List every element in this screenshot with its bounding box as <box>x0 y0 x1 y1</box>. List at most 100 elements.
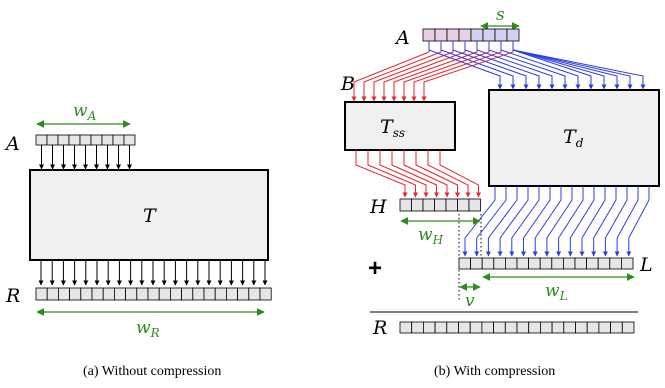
input-cell <box>494 28 508 42</box>
result-label: R <box>372 317 387 339</box>
output-cell <box>102 287 115 301</box>
low-width-label: wL <box>545 281 568 303</box>
output-cell <box>80 287 93 301</box>
input-cell <box>434 28 448 42</box>
result-cell <box>575 321 588 334</box>
dense-output-arrow <box>579 186 606 257</box>
output-cell <box>125 287 138 301</box>
low-cell <box>516 257 530 270</box>
offset-label: v <box>465 291 475 311</box>
dense-output-arrow <box>509 186 540 257</box>
output-cell <box>259 287 272 301</box>
left-transform-block <box>29 169 269 261</box>
input-cell <box>458 28 472 42</box>
high-cell <box>399 198 412 212</box>
left-output-label: R <box>5 285 20 307</box>
output-cell <box>136 287 149 301</box>
input-cell <box>506 28 520 42</box>
low-cell <box>621 257 634 270</box>
dense-output-arrow <box>626 186 650 257</box>
sparse-output-arrow <box>439 150 481 198</box>
shift-dimension: s <box>480 5 520 30</box>
sparse-output-arrow <box>367 150 418 198</box>
output-cell <box>225 287 238 301</box>
sparse-output-arrow <box>379 150 429 198</box>
right-input-register <box>422 28 520 42</box>
panel-without-compression: wA A T R wR (a) Without compression <box>4 101 272 379</box>
output-cell <box>192 287 205 301</box>
output-cell <box>91 287 104 301</box>
dense-input-arrow <box>512 41 646 90</box>
branch-label: B <box>340 73 355 95</box>
low-cell <box>609 257 622 270</box>
input-cell <box>446 28 460 42</box>
result-cell <box>528 321 541 334</box>
shift-label: s <box>496 5 505 25</box>
result-cell <box>540 321 553 334</box>
result-cell <box>481 321 494 334</box>
low-cell <box>563 257 576 270</box>
input-cell <box>46 134 59 146</box>
high-cell <box>445 198 458 212</box>
high-cell <box>468 198 481 212</box>
input-cell <box>470 28 484 42</box>
left-input-arrows <box>39 145 132 170</box>
low-cell <box>458 257 472 270</box>
output-cell <box>203 287 216 301</box>
high-cell <box>457 198 470 212</box>
output-cell <box>58 287 71 301</box>
dense-transform-block <box>488 89 660 187</box>
low-cell <box>551 257 564 270</box>
sparse-block-label: Tss <box>380 116 405 140</box>
dense-input-arrow <box>476 41 555 90</box>
result-cell <box>504 321 518 334</box>
output-cell <box>237 287 250 301</box>
dense-output-arrow <box>521 186 551 257</box>
dense-output-arrow <box>485 186 518 257</box>
result-cell <box>563 321 576 334</box>
low-cell <box>493 257 506 270</box>
result-cell <box>621 321 635 334</box>
dense-input-arrow <box>452 41 529 90</box>
low-cell <box>574 257 588 270</box>
high-cell <box>411 198 424 212</box>
result-cell <box>598 321 612 334</box>
result-cell <box>516 321 530 334</box>
sparse-transform-block <box>344 101 456 151</box>
low-cell <box>504 257 518 270</box>
input-cell <box>112 134 125 146</box>
right-caption: (b) With compression <box>434 364 555 379</box>
high-cell <box>434 198 447 212</box>
result-cell <box>399 321 413 334</box>
sparse-output-arrow <box>355 150 408 198</box>
input-cell <box>57 134 70 146</box>
high-cell <box>422 198 435 212</box>
dense-input-arrow <box>428 41 503 90</box>
result-cell <box>411 321 424 334</box>
left-width-a-dimension: wA <box>36 101 131 128</box>
right-input-label: A <box>394 27 410 49</box>
output-cell <box>214 287 227 301</box>
sparse-output-arrow <box>427 150 471 198</box>
result-cell <box>446 321 459 334</box>
left-width-r-dimension: wR <box>36 308 265 340</box>
high-register <box>399 198 481 212</box>
dense-output-arrow <box>544 186 573 257</box>
result-cell <box>493 321 506 334</box>
left-width-a-label: wA <box>73 101 97 123</box>
input-cell <box>68 134 81 146</box>
low-width-dimension: wL <box>482 273 635 303</box>
dense-output-arrow <box>532 186 562 257</box>
panel-with-compression: s A B Tss Td H wH + L wL v <box>340 5 660 379</box>
offset-dimension: v <box>459 283 481 311</box>
left-block-label: T <box>143 205 157 227</box>
high-width-dimension: wH <box>400 217 481 247</box>
high-label: H <box>369 196 387 218</box>
result-cell <box>551 321 565 334</box>
dense-output-arrow <box>614 186 639 257</box>
low-register <box>458 257 634 270</box>
low-cell <box>539 257 553 270</box>
sparse-output-arrow <box>403 150 450 198</box>
input-cell <box>482 28 496 42</box>
